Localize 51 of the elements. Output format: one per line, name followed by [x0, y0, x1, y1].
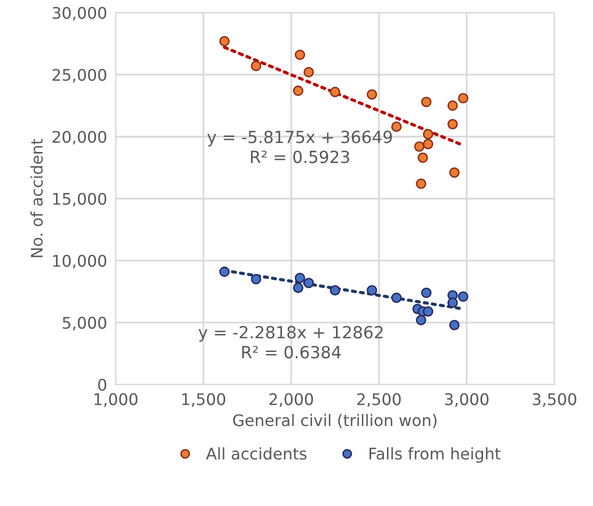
- x-tick-label: 2,500: [357, 393, 401, 407]
- point: [330, 86, 340, 98]
- point: [391, 292, 402, 303]
- y-tick-label: 25,000: [52, 68, 106, 83]
- point: [422, 128, 434, 140]
- point: [414, 141, 424, 152]
- y-tick-label: 20,000: [52, 130, 106, 145]
- x-tick-label: 3,000: [445, 393, 488, 407]
- point: [421, 288, 432, 298]
- point: [422, 138, 434, 150]
- point: [416, 178, 426, 189]
- point: [250, 60, 262, 72]
- point: [366, 285, 378, 296]
- y-tick-label: 30,000: [52, 6, 106, 21]
- point: [330, 285, 340, 296]
- point: [447, 119, 458, 130]
- point: [447, 100, 458, 111]
- point: [391, 122, 402, 132]
- x-axis-title: General civil (trillion won): [233, 414, 436, 428]
- y-axis-title: No. of accident: [30, 138, 43, 258]
- legend-label: Falls from height: [370, 447, 501, 463]
- point: [366, 89, 378, 100]
- point: [416, 314, 426, 326]
- point: [292, 282, 304, 294]
- point: [219, 266, 230, 277]
- point: [449, 167, 460, 178]
- annotation: y = -2.2818x + 12862 R² = 0.6384: [198, 326, 383, 358]
- annotation: y = -5.8175x + 36649 R² = 0.5923: [207, 130, 392, 164]
- point: [458, 92, 468, 104]
- point: [421, 96, 432, 108]
- point: [447, 298, 458, 308]
- x-tick-label: 1,000: [94, 393, 138, 407]
- point: [250, 274, 262, 284]
- point: [292, 86, 304, 96]
- y-tick-label: 0: [98, 378, 106, 391]
- point: [294, 272, 306, 284]
- point: [418, 152, 428, 163]
- y-tick-label: 15,000: [53, 192, 106, 207]
- point: [304, 66, 314, 78]
- point: [219, 36, 230, 46]
- point: [304, 278, 314, 288]
- legend-label: All accidents: [206, 447, 306, 460]
- x-tick-label: 3,500: [532, 393, 576, 407]
- y-tick-label: 10,000: [53, 254, 106, 269]
- point: [294, 50, 306, 60]
- y-tick-label: 5,000: [62, 316, 106, 330]
- point: [449, 320, 460, 330]
- x-tick-label: 2,000: [269, 393, 313, 407]
- point: [422, 306, 434, 317]
- point: [458, 291, 468, 302]
- x-tick-label: 1,500: [182, 393, 226, 407]
